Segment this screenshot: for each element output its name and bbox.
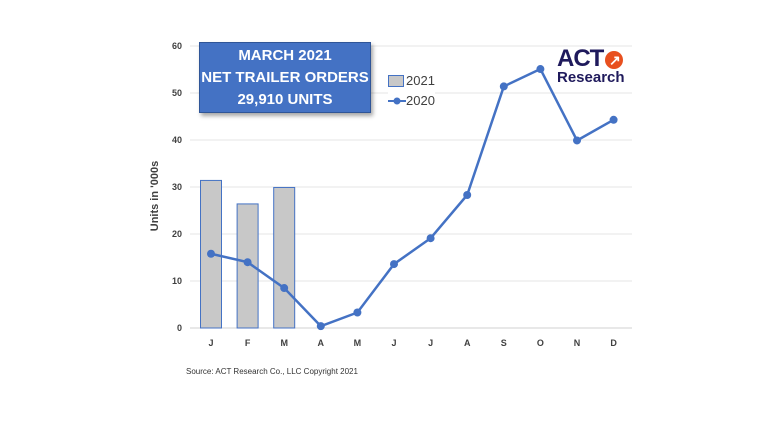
- bar-2021: [273, 186, 296, 329]
- arrow-icon: ↗: [605, 50, 624, 69]
- title-box: MARCH 2021 NET TRAILER ORDERS 29,910 UNI…: [199, 42, 371, 113]
- y-tick-label: 60: [172, 41, 182, 51]
- x-tick-label: J: [428, 338, 433, 348]
- y-tick-label: 50: [172, 88, 182, 98]
- x-tick-label: S: [501, 338, 507, 348]
- point-2020: [390, 260, 398, 269]
- point-2020: [609, 115, 618, 124]
- act-research-logo: ACT ↗ Research: [557, 47, 625, 86]
- x-tick-label: M: [280, 338, 288, 348]
- point-2020: [316, 322, 325, 331]
- point-2020: [353, 308, 362, 317]
- point-2020: [573, 136, 581, 145]
- x-tick-label: J: [208, 338, 213, 348]
- x-tick-label: M: [354, 338, 362, 348]
- legend: 2021 2020: [388, 71, 435, 111]
- point-2020: [499, 82, 508, 91]
- title-line-1: MARCH 2021: [238, 47, 332, 64]
- x-tick-label: A: [318, 338, 325, 348]
- point-2020: [280, 284, 289, 293]
- y-tick-label: 10: [172, 276, 182, 286]
- y-tick-label: 30: [172, 182, 182, 192]
- legend-item-2021: 2021: [388, 71, 435, 91]
- point-2020: [536, 65, 545, 74]
- x-tick-label: D: [610, 338, 617, 348]
- logo-act: ACT ↗: [557, 47, 625, 71]
- title-line-2: NET TRAILER ORDERS: [201, 69, 369, 86]
- x-tick-label: J: [391, 338, 396, 348]
- title-line-3: 29,910 UNITS: [237, 91, 333, 108]
- legend-swatch-bar: [388, 75, 404, 87]
- source-note: Source: ACT Research Co., LLC Copyright …: [186, 367, 358, 376]
- y-tick-label: 20: [172, 229, 182, 239]
- logo-research: Research: [557, 69, 625, 86]
- x-tick-label: F: [245, 338, 251, 348]
- point-2020: [207, 249, 215, 258]
- legend-item-2020: 2020: [388, 91, 435, 111]
- line-2020: [210, 67, 615, 328]
- legend-swatch-line: [388, 97, 406, 105]
- point-2020: [426, 234, 435, 243]
- x-tick-label: O: [537, 338, 544, 348]
- y-tick-label: 0: [177, 323, 182, 333]
- y-tick-label: 40: [172, 135, 182, 145]
- x-tick-label: N: [574, 338, 581, 348]
- y-axis-label: Units in '000s: [149, 160, 161, 232]
- point-2020: [243, 258, 252, 267]
- point-2020: [463, 190, 472, 199]
- x-tick-label: A: [464, 338, 471, 348]
